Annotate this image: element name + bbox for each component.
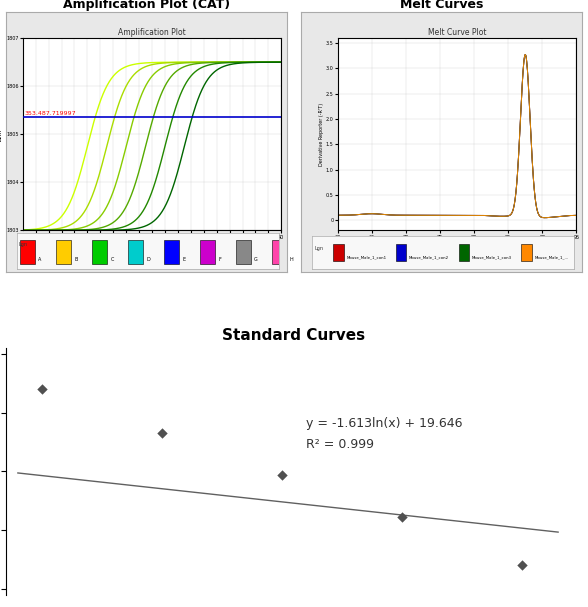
Title: Amplification Plot (CAT): Amplification Plot (CAT) (63, 0, 230, 11)
Title: Standard Curves: Standard Curves (222, 328, 366, 343)
Point (397, 512, 407, 522)
Point (278, 470, 287, 480)
Text: y = -1.613ln(x) + 19.646
R² = 0.999: y = -1.613ln(x) + 19.646 R² = 0.999 (306, 418, 462, 452)
Point (37, 384, 46, 394)
Point (157, 428, 166, 438)
Point (517, 561, 527, 571)
Title: Melt Curves: Melt Curves (400, 0, 483, 11)
